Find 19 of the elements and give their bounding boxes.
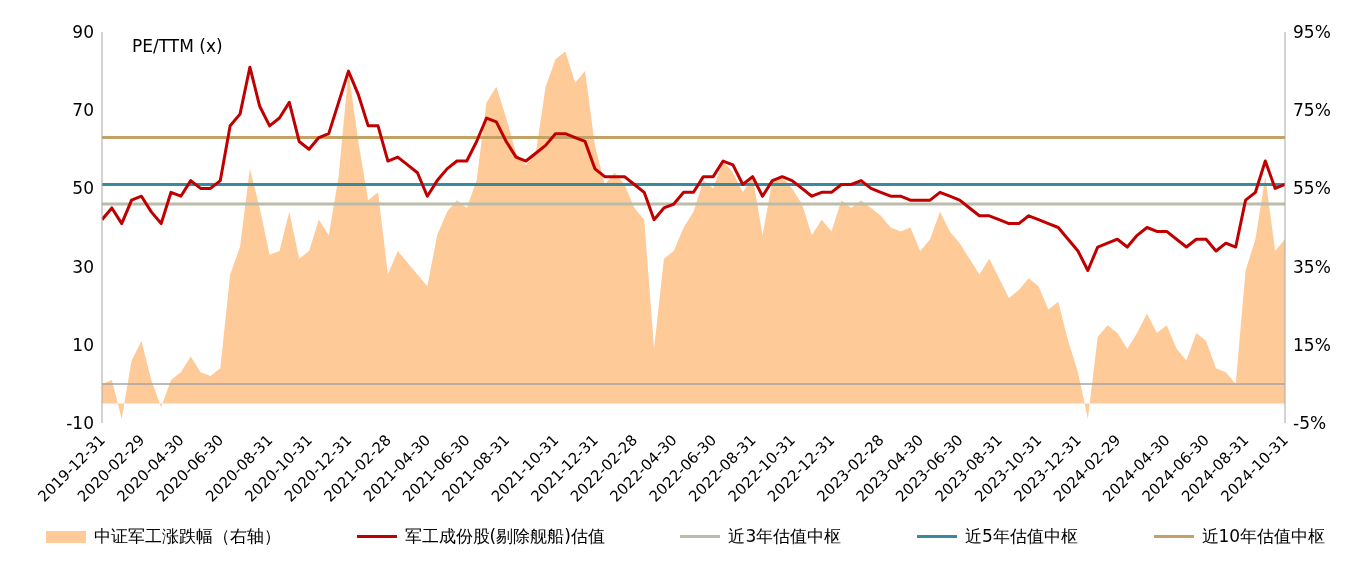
y2-tick-label: 55% xyxy=(1293,178,1331,199)
y-tick-label: 70 xyxy=(72,100,94,121)
y-tick-label: 30 xyxy=(72,256,94,277)
legend-label: 近10年估值中枢 xyxy=(1201,525,1326,548)
y-tick-label: 50 xyxy=(72,178,94,199)
y2-tick-label: 95% xyxy=(1293,22,1331,43)
y-axis-title: PE/TTM (x) xyxy=(132,36,223,56)
legend-label: 中证军工涨跌幅（右轴） xyxy=(93,525,281,548)
line-series xyxy=(102,65,1285,273)
y-tick-label: 90 xyxy=(72,22,94,43)
y2-tick-label: 35% xyxy=(1293,256,1331,277)
y-tick-label: 10 xyxy=(72,334,94,355)
y-tick-label: -10 xyxy=(66,413,94,434)
y2-tick-label: 15% xyxy=(1293,334,1331,355)
y2-tick-label: -5% xyxy=(1293,413,1327,434)
legend-label: 近3年估值中枢 xyxy=(728,525,842,548)
legend-label: 近5年估值中枢 xyxy=(965,525,1078,548)
legend-label: 军工成份股(剔除舰船)估值 xyxy=(404,525,605,548)
y2-tick-label: 75% xyxy=(1293,100,1331,121)
